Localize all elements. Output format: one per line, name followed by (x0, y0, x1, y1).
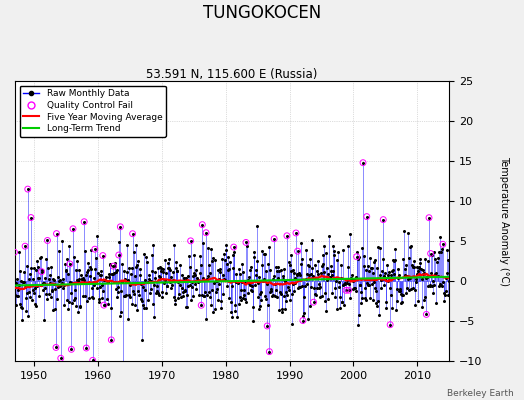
Point (52, 344, 60, 351)
Point (283, 232, 291, 239)
Point (386, 322, 395, 328)
Point (24, 186, 32, 192)
Point (99, 252, 107, 259)
Point (379, 216, 387, 223)
Point (52, 230, 61, 237)
Point (202, 230, 210, 236)
Point (10, 249, 19, 255)
Point (263, 323, 271, 329)
Point (422, 311, 431, 318)
Point (128, 230, 137, 237)
Point (270, 236, 278, 242)
Point (353, 254, 361, 260)
Point (342, 287, 350, 294)
Point (57, 355, 65, 362)
Point (115, 252, 123, 258)
Point (359, 160, 367, 166)
Point (37, 268, 46, 275)
Point (292, 230, 300, 236)
Point (439, 241, 447, 248)
Point (80, 218, 89, 225)
Point (100, 302, 108, 308)
Point (21, 243, 29, 249)
Point (107, 337, 115, 343)
Y-axis label: Temperature Anomaly (°C): Temperature Anomaly (°C) (499, 156, 509, 286)
Point (2, 208, 10, 214)
Point (187, 238, 195, 244)
Point (69, 226, 77, 232)
Point (197, 302, 205, 308)
Point (67, 346, 75, 352)
Point (7, 324, 16, 330)
Point (89, 357, 97, 364)
Point (293, 248, 302, 254)
Point (427, 250, 435, 257)
Text: TUNGOKOCEN: TUNGOKOCEN (203, 4, 321, 22)
Point (242, 239, 250, 246)
Point (363, 214, 371, 220)
Point (299, 317, 307, 324)
Point (91, 246, 99, 252)
Point (119, 362, 127, 368)
Point (198, 222, 206, 228)
Point (309, 299, 318, 305)
Point (110, 263, 118, 269)
Text: Berkeley Earth: Berkeley Earth (447, 389, 514, 398)
Point (82, 345, 91, 351)
Point (425, 214, 433, 221)
Legend: Raw Monthly Data, Quality Control Fail, Five Year Moving Average, Long-Term Tren: Raw Monthly Data, Quality Control Fail, … (19, 86, 166, 137)
Point (344, 287, 353, 293)
Point (66, 261, 74, 267)
Point (265, 348, 274, 355)
Point (27, 214, 35, 221)
Point (116, 224, 125, 230)
Point (230, 244, 238, 250)
Point (43, 237, 52, 244)
Title: 53.591 N, 115.600 E (Russia): 53.591 N, 115.600 E (Russia) (146, 68, 318, 81)
